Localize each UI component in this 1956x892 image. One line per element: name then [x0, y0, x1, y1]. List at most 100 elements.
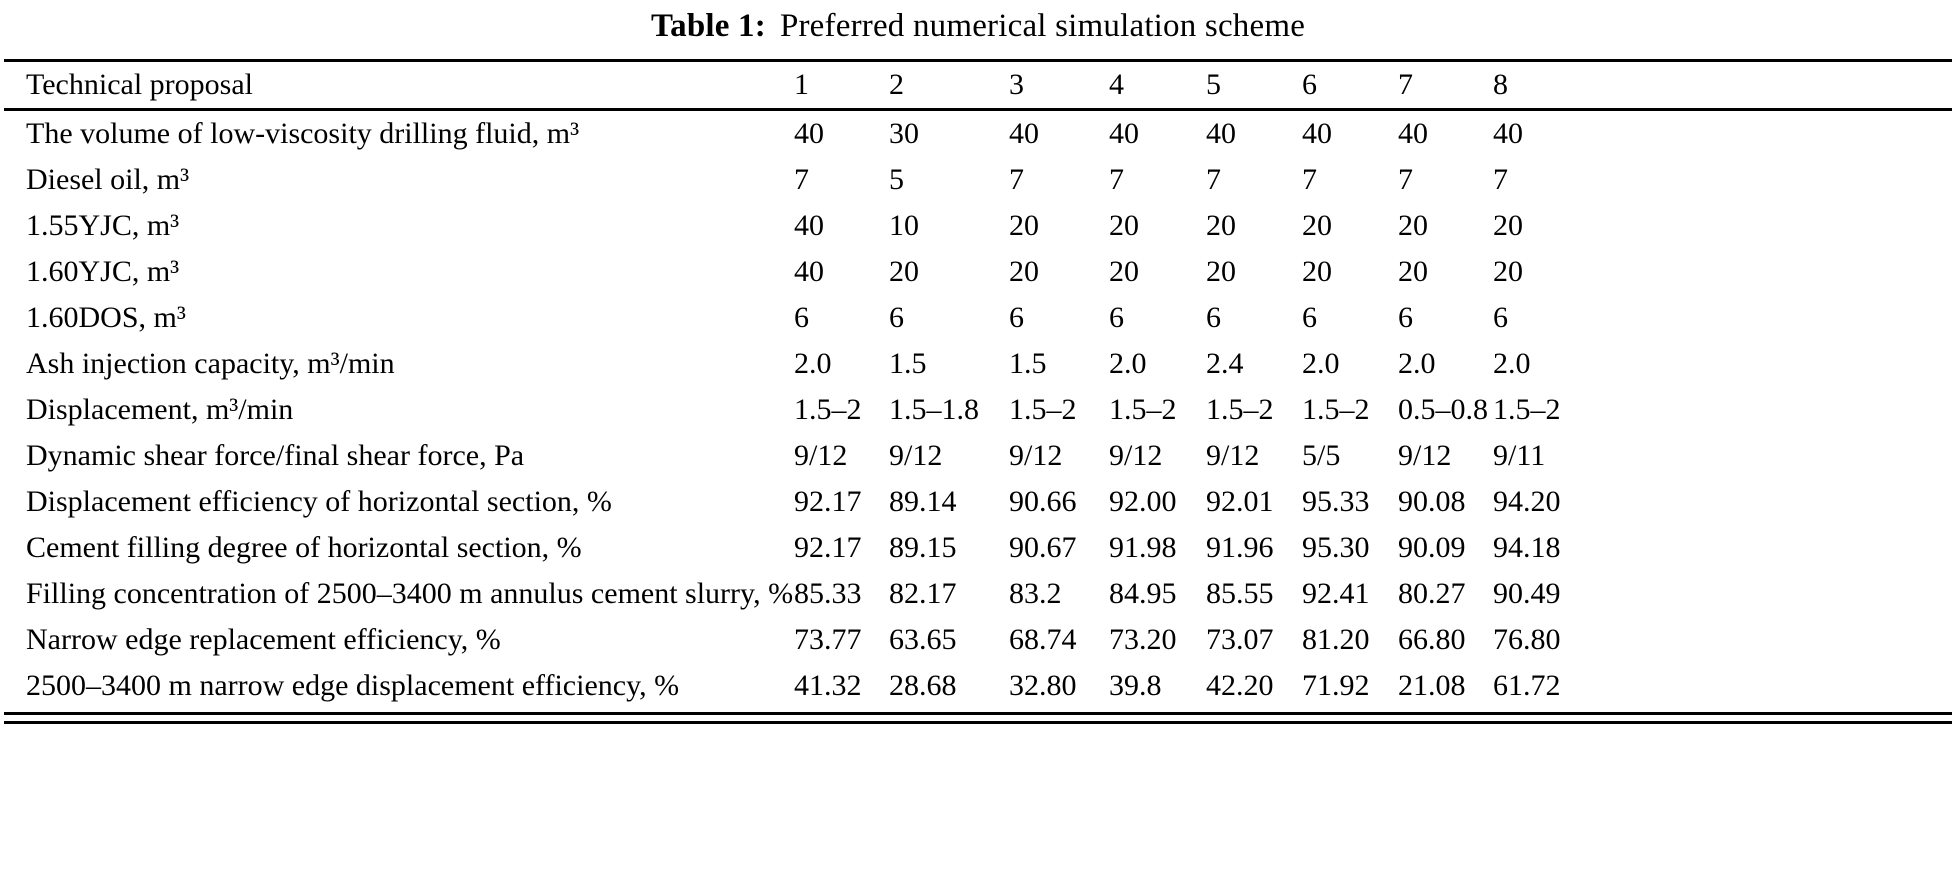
value-cell: 7: [1302, 163, 1317, 196]
value-cell: 90.66: [1009, 485, 1077, 518]
value-cell: 95.30: [1302, 531, 1370, 564]
value-cell: 90.67: [1009, 531, 1077, 564]
value-cell: 9/12: [794, 439, 848, 472]
value-cell: 90.08: [1398, 485, 1466, 518]
table-row: 1.60DOS, m³ 6 6 6 6 6 6 6 6: [4, 295, 1952, 341]
header-col-5: 5: [1206, 68, 1221, 101]
value-cell: 85.33: [794, 577, 862, 610]
value-cell: 20: [1398, 209, 1428, 242]
row-label: 1.55YJC, m³: [26, 209, 180, 242]
value-cell: 76.80: [1493, 623, 1561, 656]
value-cell: 7: [1398, 163, 1413, 196]
table-row: Diesel oil, m³ 7 5 7 7 7 7 7 7: [4, 157, 1952, 203]
value-cell: 40: [1109, 117, 1139, 150]
value-cell: 7: [1493, 163, 1508, 196]
value-cell: 20: [1398, 255, 1428, 288]
value-cell: 7: [1206, 163, 1221, 196]
value-cell: 5: [889, 163, 904, 196]
value-cell: 42.20: [1206, 669, 1274, 702]
value-cell: 81.20: [1302, 623, 1370, 656]
value-cell: 85.55: [1206, 577, 1274, 610]
value-cell: 28.68: [889, 669, 957, 702]
value-cell: 21.08: [1398, 669, 1466, 702]
value-cell: 92.17: [794, 485, 862, 518]
table-caption-text: Preferred numerical simulation scheme: [779, 8, 1306, 44]
value-cell: 6: [1493, 301, 1508, 334]
value-cell: 6: [889, 301, 904, 334]
value-cell: 5/5: [1302, 439, 1341, 472]
value-cell: 9/12: [1009, 439, 1063, 472]
value-cell: 6: [1302, 301, 1317, 334]
table-row: Cement filling degree of horizontal sect…: [4, 525, 1952, 571]
value-cell: 1.5: [889, 347, 927, 380]
value-cell: 9/12: [1398, 439, 1452, 472]
value-cell: 91.96: [1206, 531, 1274, 564]
header-col-8: 8: [1493, 68, 1508, 101]
table-row: 1.60YJC, m³ 40 20 20 20 20 20 20 20: [4, 249, 1952, 295]
table-body: The volume of low-viscosity drilling flu…: [4, 110, 1952, 710]
value-cell: 20: [1493, 255, 1523, 288]
table-header-row: Technical proposal 1 2 3 4 5 6 7 8: [4, 60, 1952, 110]
value-cell: 39.8: [1109, 669, 1162, 702]
header-technical-proposal: Technical proposal: [26, 68, 253, 101]
value-cell: 9/12: [1206, 439, 1260, 472]
value-cell: 40: [1398, 117, 1428, 150]
table-caption: Table 1: Preferred numerical simulation s…: [0, 0, 1956, 45]
table-bottom-rule: [4, 712, 1952, 724]
row-label: Cement filling degree of horizontal sect…: [26, 531, 582, 564]
value-cell: 20: [1206, 255, 1236, 288]
header-col-1: 1: [794, 68, 809, 101]
value-cell: 6: [1206, 301, 1221, 334]
header-col-7: 7: [1398, 68, 1413, 101]
value-cell: 89.15: [889, 531, 957, 564]
value-cell: 40: [1206, 117, 1236, 150]
value-cell: 90.09: [1398, 531, 1466, 564]
value-cell: 91.98: [1109, 531, 1177, 564]
value-cell: 41.32: [794, 669, 862, 702]
header-col-4: 4: [1109, 68, 1124, 101]
table-row: Ash injection capacity, m³/min 2.0 1.5 1.5 2…: [4, 341, 1952, 387]
value-cell: 9/11: [1493, 439, 1546, 472]
value-cell: 40: [794, 117, 824, 150]
value-cell: 94.20: [1493, 485, 1561, 518]
table-row: Filling concentration of 2500–3400 m ann…: [4, 571, 1952, 617]
value-cell: 92.00: [1109, 485, 1177, 518]
value-cell: 95.33: [1302, 485, 1370, 518]
value-cell: 80.27: [1398, 577, 1466, 610]
value-cell: 94.18: [1493, 531, 1561, 564]
value-cell: 1.5–2: [1109, 393, 1177, 426]
header-col-2: 2: [889, 68, 904, 101]
value-cell: 92.41: [1302, 577, 1370, 610]
value-cell: 0.5–0.8: [1398, 393, 1488, 426]
value-cell: 20: [1493, 209, 1523, 242]
value-cell: 73.07: [1206, 623, 1274, 656]
value-cell: 20: [1009, 255, 1039, 288]
value-cell: 68.74: [1009, 623, 1077, 656]
value-cell: 90.49: [1493, 577, 1561, 610]
value-cell: 1.5–2: [1493, 393, 1561, 426]
table-row: Displacement efficiency of horizontal se…: [4, 479, 1952, 525]
value-cell: 66.80: [1398, 623, 1466, 656]
value-cell: 1.5–2: [794, 393, 862, 426]
value-cell: 1.5: [1009, 347, 1047, 380]
row-label: 2500–3400 m narrow edge displacement eff…: [26, 669, 680, 702]
value-cell: 73.20: [1109, 623, 1177, 656]
value-cell: 6: [1109, 301, 1124, 334]
value-cell: 63.65: [889, 623, 957, 656]
header-col-6: 6: [1302, 68, 1317, 101]
value-cell: 40: [794, 255, 824, 288]
row-label: 1.60DOS, m³: [26, 301, 186, 334]
value-cell: 89.14: [889, 485, 957, 518]
value-cell: 82.17: [889, 577, 957, 610]
row-label: Displacement, m³/min: [26, 393, 294, 426]
table-row: 1.55YJC, m³ 40 10 20 20 20 20 20 20: [4, 203, 1952, 249]
value-cell: 83.2: [1009, 577, 1062, 610]
value-cell: 20: [1302, 209, 1332, 242]
table-container: Technical proposal 1 2 3 4 5 6 7 8 The volume o…: [4, 59, 1952, 724]
value-cell: 9/12: [889, 439, 943, 472]
value-cell: 9/12: [1109, 439, 1163, 472]
table-row: Displacement, m³/min 1.5–2 1.5–1.8 1.5–2 1.5…: [4, 387, 1952, 433]
value-cell: 1.5–2: [1206, 393, 1274, 426]
value-cell: 20: [1009, 209, 1039, 242]
value-cell: 20: [889, 255, 919, 288]
